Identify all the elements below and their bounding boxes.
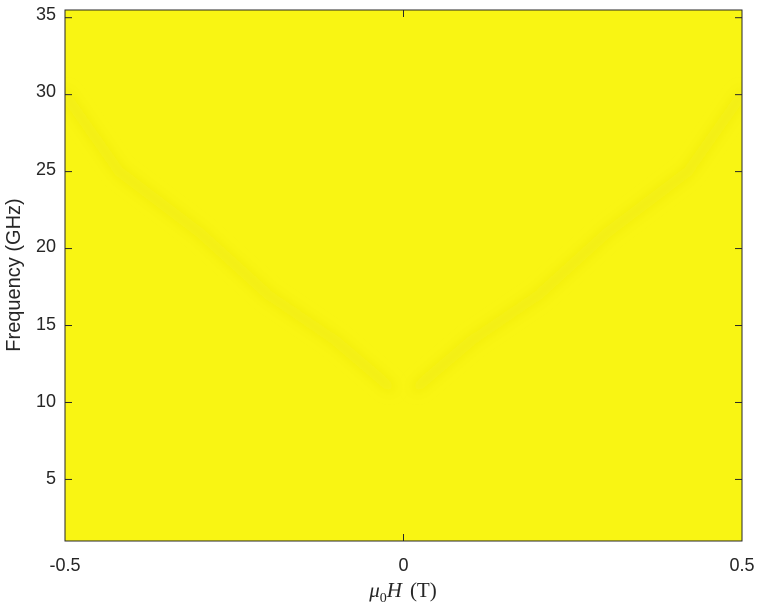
y-axis-label: Frequency (GHz) bbox=[3, 198, 25, 351]
x-tick-label: -0.5 bbox=[49, 555, 80, 575]
y-tick-label: 20 bbox=[36, 236, 56, 256]
resonance-feature bbox=[412, 89, 742, 393]
x-axis-label: μ0H (T) bbox=[368, 578, 437, 606]
resonance-feature bbox=[65, 89, 395, 393]
y-tick-label: 25 bbox=[36, 159, 56, 179]
y-tick-label: 5 bbox=[46, 468, 56, 488]
y-tick-label: 10 bbox=[36, 391, 56, 411]
y-tick-label: 30 bbox=[36, 81, 56, 101]
x-tick-label: 0.5 bbox=[729, 555, 754, 575]
y-tick-label: 15 bbox=[36, 314, 56, 334]
heatmap-features bbox=[65, 10, 742, 541]
axis-ticks bbox=[64, 10, 743, 541]
y-tick-label: 35 bbox=[36, 4, 56, 24]
x-tick-label: 0 bbox=[398, 555, 408, 575]
